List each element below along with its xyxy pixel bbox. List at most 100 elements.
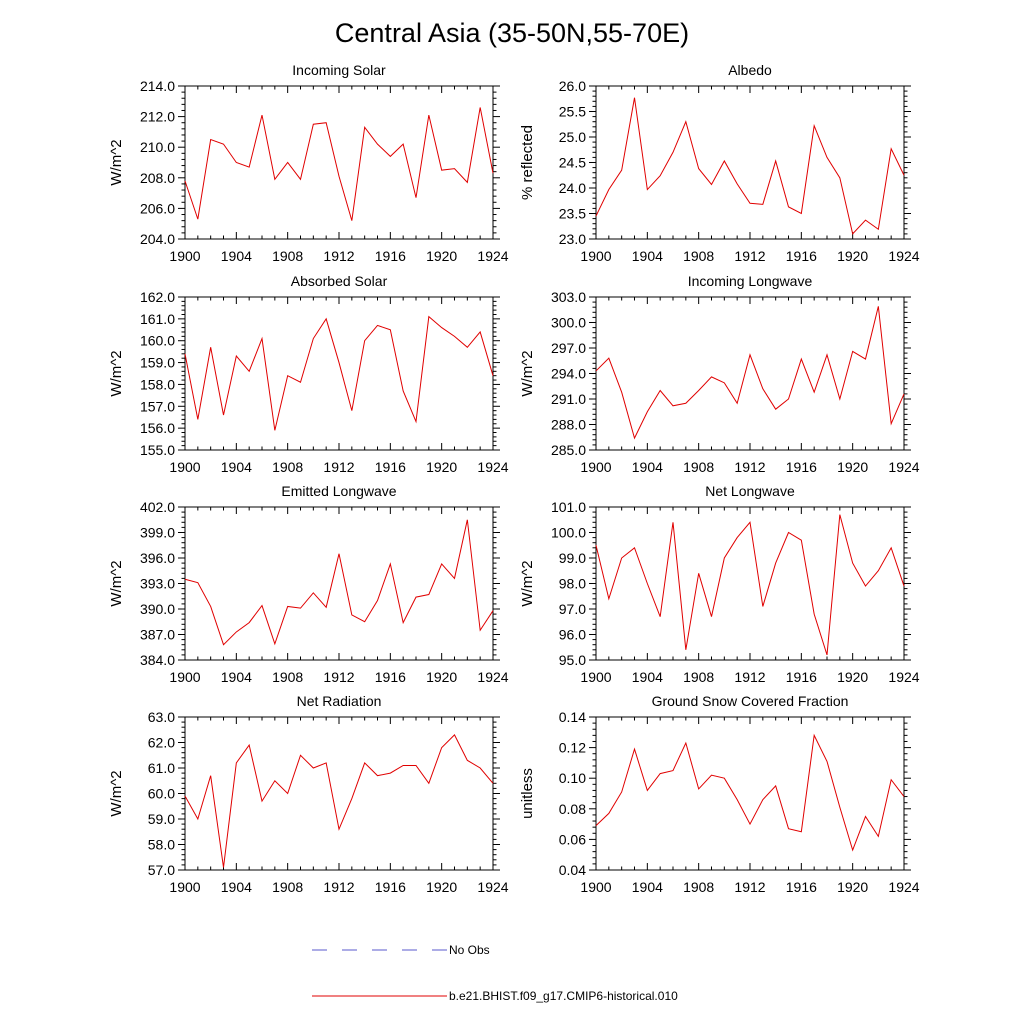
figure-title: Central Asia (35-50N,55-70E) xyxy=(335,18,689,48)
x-tick-label: 1904 xyxy=(221,459,252,475)
y-tick-label: 95.0 xyxy=(559,652,586,668)
x-tick-label: 1900 xyxy=(580,459,611,475)
x-tick-label: 1916 xyxy=(375,879,406,895)
x-tick-label: 1904 xyxy=(632,669,663,685)
y-tick-label: 212.0 xyxy=(140,109,175,125)
y-tick-label: 59.0 xyxy=(148,811,175,827)
x-tick-label: 1912 xyxy=(323,248,354,264)
x-tick-label: 1900 xyxy=(169,459,200,475)
y-tick-label: 297.0 xyxy=(551,340,586,356)
series-line xyxy=(184,519,494,646)
legend-model-label: b.e21.BHIST.f09_g17.CMIP6-historical.010 xyxy=(449,989,678,1003)
x-tick-label: 1924 xyxy=(477,669,508,685)
y-tick-label: 158.0 xyxy=(140,376,175,392)
x-tick-label: 1912 xyxy=(734,459,765,475)
y-tick-label: 58.0 xyxy=(148,837,175,853)
plot-frame xyxy=(595,506,905,661)
x-tick-label: 1920 xyxy=(837,459,868,475)
y-tick-label: 23.0 xyxy=(559,231,586,247)
x-tick-label: 1916 xyxy=(786,669,817,685)
x-tick-label: 1900 xyxy=(580,669,611,685)
y-tick-label: 24.0 xyxy=(559,180,586,196)
y-tick-label: 206.0 xyxy=(140,200,175,216)
series-line xyxy=(595,733,905,852)
x-tick-label: 1920 xyxy=(426,459,457,475)
y-tick-label: 300.0 xyxy=(551,315,586,331)
y-tick-label: 100.0 xyxy=(551,525,586,541)
x-tick-label: 1916 xyxy=(375,248,406,264)
x-tick-label: 1920 xyxy=(426,879,457,895)
x-tick-label: 1924 xyxy=(477,879,508,895)
y-tick-label: 402.0 xyxy=(140,499,175,515)
x-tick-label: 1904 xyxy=(632,459,663,475)
x-tick-label: 1908 xyxy=(272,459,303,475)
y-tick-label: 288.0 xyxy=(551,417,586,433)
x-tick-label: 1904 xyxy=(632,248,663,264)
panel-title: Ground Snow Covered Fraction xyxy=(652,693,849,709)
y-tick-label: 0.04 xyxy=(559,862,586,878)
x-tick-label: 1904 xyxy=(221,879,252,895)
x-tick-label: 1908 xyxy=(683,879,714,895)
x-tick-label: 1912 xyxy=(734,879,765,895)
x-tick-label: 1920 xyxy=(426,248,457,264)
y-tick-label: 285.0 xyxy=(551,442,586,458)
y-tick-label: 291.0 xyxy=(551,391,586,407)
x-tick-label: 1920 xyxy=(837,248,868,264)
x-tick-label: 1924 xyxy=(888,248,919,264)
x-tick-label: 1908 xyxy=(683,669,714,685)
series-line xyxy=(184,315,494,431)
x-tick-label: 1920 xyxy=(837,879,868,895)
x-tick-label: 1904 xyxy=(221,669,252,685)
y-tick-label: 0.10 xyxy=(559,770,586,786)
legend-obs-label: No Obs xyxy=(449,943,490,957)
plot-frame xyxy=(184,716,494,871)
x-tick-label: 1908 xyxy=(272,248,303,264)
y-tick-label: 0.14 xyxy=(559,709,586,725)
y-tick-label: 101.0 xyxy=(551,499,586,515)
x-tick-label: 1924 xyxy=(888,459,919,475)
y-axis-label: % reflected xyxy=(519,125,536,200)
y-tick-label: 393.0 xyxy=(140,576,175,592)
x-tick-label: 1908 xyxy=(272,879,303,895)
series-line xyxy=(184,107,494,221)
y-tick-label: 97.0 xyxy=(559,601,586,617)
series-line xyxy=(184,734,494,868)
x-tick-label: 1912 xyxy=(323,669,354,685)
x-tick-label: 1916 xyxy=(786,459,817,475)
plot-frame xyxy=(595,716,905,871)
panel-title: Incoming Longwave xyxy=(688,273,813,289)
y-tick-label: 25.0 xyxy=(559,129,586,145)
y-tick-label: 99.0 xyxy=(559,550,586,566)
x-tick-label: 1916 xyxy=(375,459,406,475)
x-tick-label: 1900 xyxy=(169,248,200,264)
y-tick-label: 26.0 xyxy=(559,78,586,94)
y-tick-label: 396.0 xyxy=(140,550,175,566)
y-axis-label: W/m^2 xyxy=(519,350,536,396)
y-axis-label: W/m^2 xyxy=(108,350,125,396)
x-tick-label: 1912 xyxy=(734,248,765,264)
y-axis-label: W/m^2 xyxy=(519,560,536,606)
x-tick-label: 1924 xyxy=(888,879,919,895)
y-tick-label: 63.0 xyxy=(148,709,175,725)
x-tick-label: 1912 xyxy=(323,459,354,475)
y-tick-label: 57.0 xyxy=(148,862,175,878)
y-tick-label: 23.5 xyxy=(559,206,586,222)
y-tick-label: 156.0 xyxy=(140,420,175,436)
x-tick-label: 1908 xyxy=(272,669,303,685)
y-tick-label: 294.0 xyxy=(551,366,586,382)
y-tick-label: 399.0 xyxy=(140,525,175,541)
y-tick-label: 62.0 xyxy=(148,735,175,751)
y-tick-label: 0.06 xyxy=(559,831,586,847)
y-tick-label: 161.0 xyxy=(140,311,175,327)
y-tick-label: 0.12 xyxy=(559,740,586,756)
x-tick-label: 1904 xyxy=(632,879,663,895)
x-tick-label: 1916 xyxy=(786,879,817,895)
y-tick-label: 387.0 xyxy=(140,627,175,643)
x-tick-label: 1916 xyxy=(786,248,817,264)
legend: No Obs b.e21.BHIST.f09_g17.CMIP6-histori… xyxy=(312,943,678,1003)
x-tick-label: 1900 xyxy=(169,879,200,895)
x-tick-label: 1904 xyxy=(221,248,252,264)
panel-title: Net Radiation xyxy=(297,693,382,709)
x-tick-label: 1920 xyxy=(837,669,868,685)
